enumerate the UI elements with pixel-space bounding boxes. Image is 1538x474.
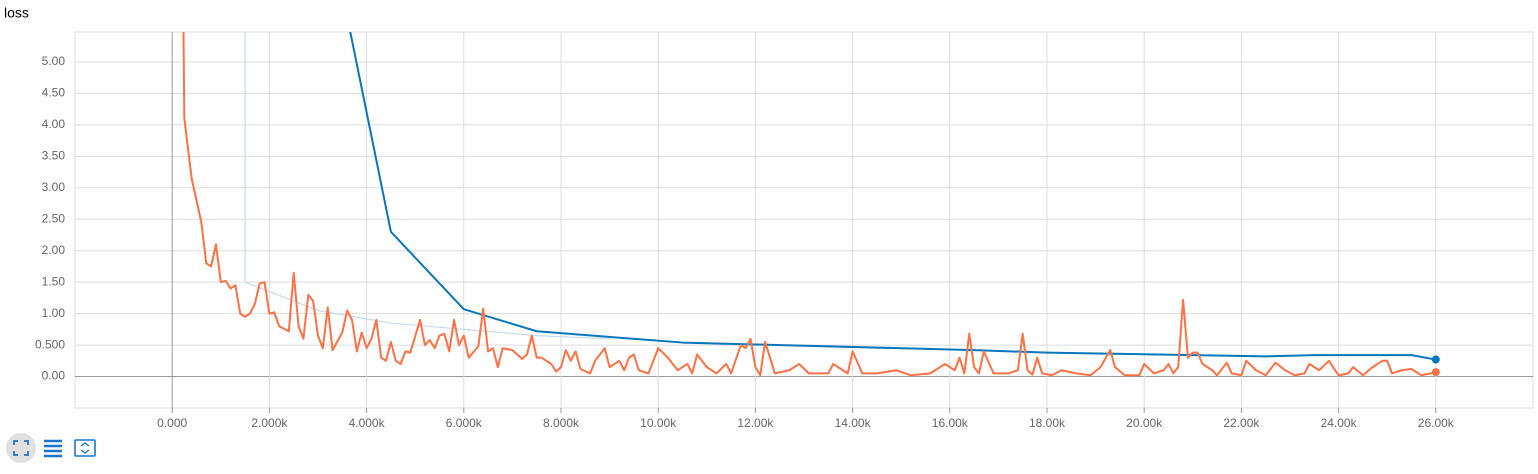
x-tick-label: 26.00k	[1418, 416, 1455, 430]
y-tick-label: 0.00	[42, 369, 66, 383]
y-tick-label: 1.50	[42, 274, 66, 288]
x-tick-label: 0.000	[157, 416, 187, 430]
y-tick-label: 0.500	[35, 337, 65, 351]
plot-frame	[74, 31, 1534, 409]
y-tick-label: 2.50	[42, 211, 66, 225]
fit-domain-arrows[interactable]	[80, 442, 90, 454]
x-tick-label: 16.00k	[932, 416, 969, 430]
x-tick-label: 20.00k	[1126, 416, 1163, 430]
x-tick-label: 8.000k	[543, 416, 580, 430]
x-tick-label: 2.000k	[251, 416, 288, 430]
log-scale-icon[interactable]	[44, 439, 62, 458]
last-point-marker	[1431, 368, 1440, 377]
x-tick-label: 4.000k	[349, 416, 386, 430]
y-tick-label: 3.00	[42, 180, 66, 194]
x-tick-label: 10.00k	[640, 416, 677, 430]
series-line	[182, 32, 1437, 377]
y-tick-label: 2.00	[42, 243, 66, 257]
fullscreen-button-bg[interactable]	[6, 433, 36, 463]
series-line	[244, 32, 610, 340]
y-tick-label: 4.50	[42, 86, 66, 100]
x-tick-label: 6.000k	[446, 416, 483, 430]
x-tick-label: 24.00k	[1321, 416, 1358, 430]
chart-title: loss	[4, 5, 29, 21]
y-tick-label: 5.00	[42, 54, 66, 68]
y-tick-label: 4.00	[42, 117, 66, 131]
last-point-marker	[1431, 355, 1440, 364]
x-tick-label: 12.00k	[737, 416, 774, 430]
toolbar	[6, 433, 96, 463]
y-tick-label: 1.00	[42, 306, 66, 320]
plot-area	[182, 32, 1437, 377]
x-tick-label: 14.00k	[835, 416, 872, 430]
series-line	[349, 32, 1436, 361]
fullscreen-icon[interactable]	[13, 440, 29, 456]
fit-domain-icon[interactable]	[74, 439, 96, 457]
x-tick-label: 18.00k	[1029, 416, 1066, 430]
x-tick-label: 22.00k	[1223, 416, 1260, 430]
y-tick-label: 3.50	[42, 148, 66, 162]
